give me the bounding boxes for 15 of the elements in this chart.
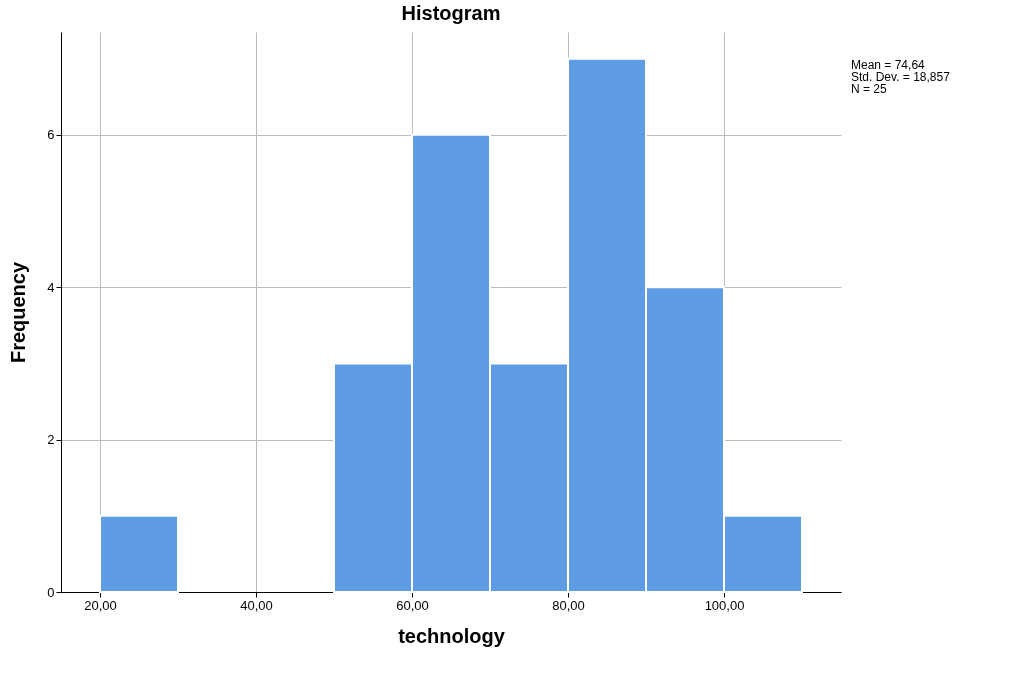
x-tick-label: 80,00 bbox=[552, 597, 585, 613]
x-tick-label: 20,00 bbox=[84, 597, 117, 613]
y-tick-label: 0 bbox=[47, 584, 55, 600]
y-axis-title: Frequency bbox=[7, 261, 30, 364]
y-tick-label: 6 bbox=[47, 127, 55, 143]
x-tick-label: 60,00 bbox=[396, 597, 429, 613]
x-tick-label: 100,00 bbox=[704, 597, 745, 613]
x-axis-title: technology bbox=[398, 624, 506, 647]
text: Std. Dev. = 18,857 bbox=[851, 70, 951, 84]
y-tick-label: 4 bbox=[47, 279, 55, 295]
chart-title: Histogram bbox=[401, 2, 501, 24]
y-tick-label: 2 bbox=[47, 432, 55, 448]
x-tick-label: 40,00 bbox=[240, 597, 273, 613]
text: Mean = 74,64 bbox=[851, 58, 926, 72]
text: N = 25 bbox=[851, 82, 888, 96]
